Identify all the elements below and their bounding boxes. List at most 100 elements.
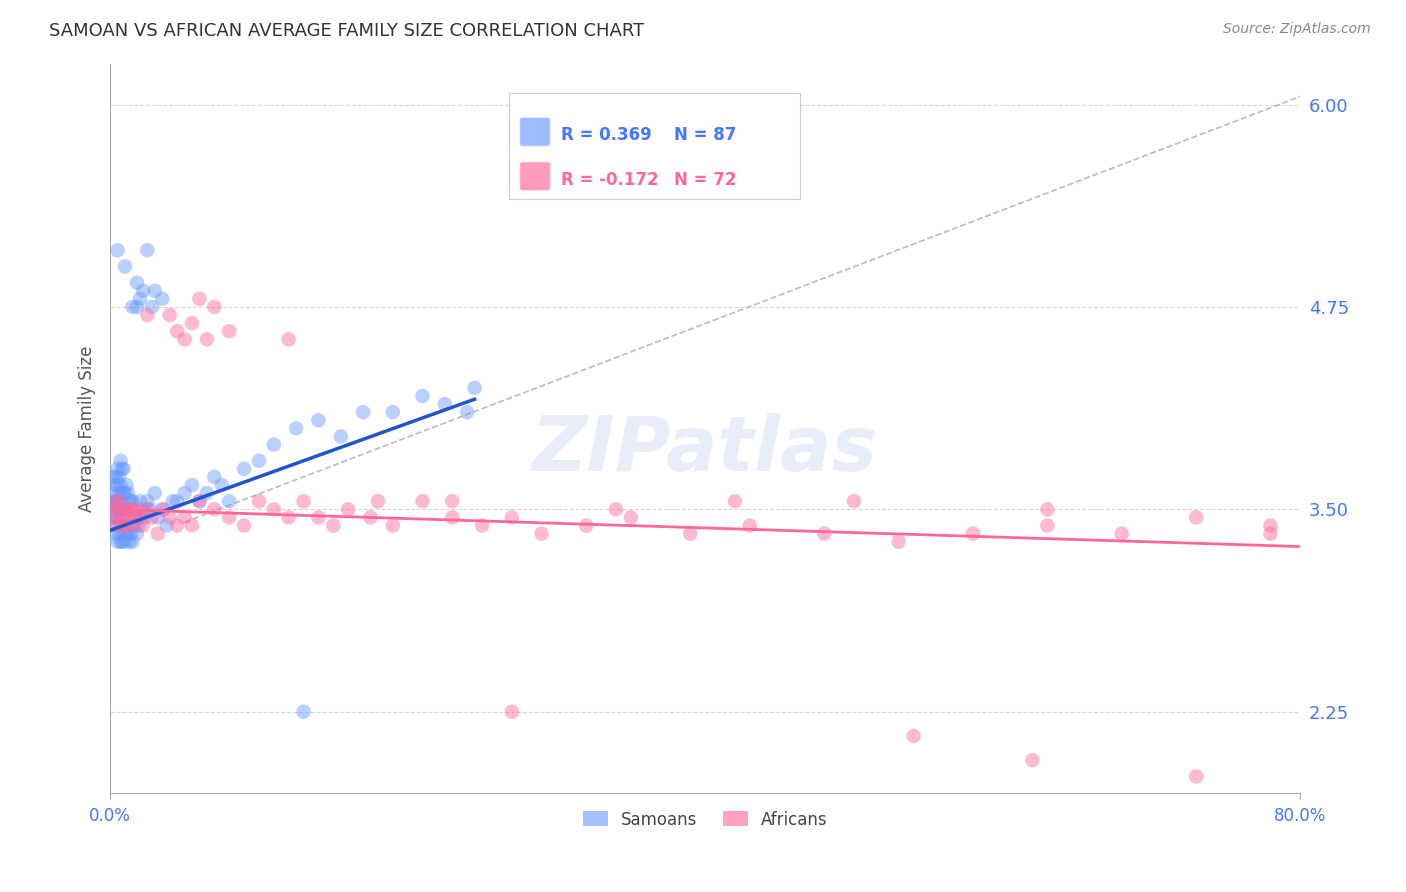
Point [381, 518, 404, 533]
Point [121, 534, 143, 549]
Point [112, 502, 135, 516]
Text: N = 87: N = 87 [675, 127, 737, 145]
Point [162, 494, 184, 508]
Point [471, 518, 494, 533]
Point [1260, 518, 1282, 533]
Point [159, 308, 181, 322]
Point [433, 397, 456, 411]
Point [132, 502, 155, 516]
Point [114, 534, 136, 549]
Point [233, 518, 256, 533]
Text: SAMOAN VS AFRICAN AVERAGE FAMILY SIZE CORRELATION CHART: SAMOAN VS AFRICAN AVERAGE FAMILY SIZE CO… [49, 22, 644, 40]
Point [738, 518, 761, 533]
Point [107, 494, 129, 508]
Point [903, 729, 925, 743]
Point [114, 486, 136, 500]
Point [724, 494, 747, 508]
Point [360, 510, 382, 524]
Point [441, 494, 464, 508]
Legend: Samoans, Africans: Samoans, Africans [576, 804, 834, 835]
Point [120, 494, 142, 508]
Point [107, 534, 129, 549]
Point [104, 494, 127, 508]
Point [329, 429, 352, 443]
Point [124, 510, 146, 524]
Point [150, 502, 173, 516]
Point [107, 510, 129, 524]
Point [101, 510, 124, 524]
Point [263, 437, 285, 451]
Point [121, 300, 143, 314]
Point [166, 324, 188, 338]
Point [605, 502, 627, 516]
Point [173, 486, 195, 500]
Point [173, 510, 195, 524]
Point [125, 526, 148, 541]
Point [101, 502, 124, 516]
Point [105, 518, 128, 533]
Point [127, 518, 149, 533]
Point [112, 526, 135, 541]
Point [1185, 510, 1208, 524]
Point [218, 510, 240, 524]
Point [129, 292, 152, 306]
Point [1185, 769, 1208, 783]
Point [143, 284, 166, 298]
Point [962, 526, 984, 541]
Point [277, 332, 299, 346]
Point [114, 502, 136, 516]
Point [1036, 502, 1059, 516]
Point [136, 244, 159, 258]
Point [367, 494, 389, 508]
Point [202, 470, 225, 484]
Point [110, 478, 132, 492]
Point [166, 518, 188, 533]
Point [125, 276, 148, 290]
Point [575, 518, 598, 533]
Point [108, 470, 131, 484]
Point [112, 462, 135, 476]
Point [146, 526, 169, 541]
Point [108, 494, 131, 508]
Point [620, 510, 643, 524]
Point [1021, 753, 1043, 767]
Point [464, 381, 486, 395]
Point [118, 494, 141, 508]
Point [218, 324, 240, 338]
Point [132, 284, 155, 298]
Point [181, 316, 204, 330]
Point [107, 244, 129, 258]
Point [152, 502, 174, 516]
Point [195, 332, 218, 346]
Point [441, 510, 464, 524]
Text: R = 0.369: R = 0.369 [561, 127, 652, 145]
Point [166, 494, 188, 508]
Point [104, 510, 127, 524]
Point [337, 502, 360, 516]
Point [202, 300, 225, 314]
Point [100, 502, 122, 516]
Point [111, 462, 134, 476]
Point [285, 421, 308, 435]
Point [117, 486, 139, 500]
Point [110, 454, 132, 468]
Point [105, 494, 128, 508]
Point [412, 389, 434, 403]
Point [124, 510, 146, 524]
Point [141, 300, 163, 314]
Point [111, 518, 134, 533]
Point [114, 260, 136, 274]
Point [181, 518, 204, 533]
Point [412, 494, 434, 508]
Point [530, 526, 553, 541]
FancyBboxPatch shape [520, 161, 551, 191]
Point [1111, 526, 1133, 541]
Point [173, 332, 195, 346]
Point [107, 462, 129, 476]
Point [110, 494, 132, 508]
Point [100, 486, 122, 500]
Point [322, 518, 344, 533]
Point [110, 534, 132, 549]
Point [150, 292, 173, 306]
Point [125, 502, 148, 516]
